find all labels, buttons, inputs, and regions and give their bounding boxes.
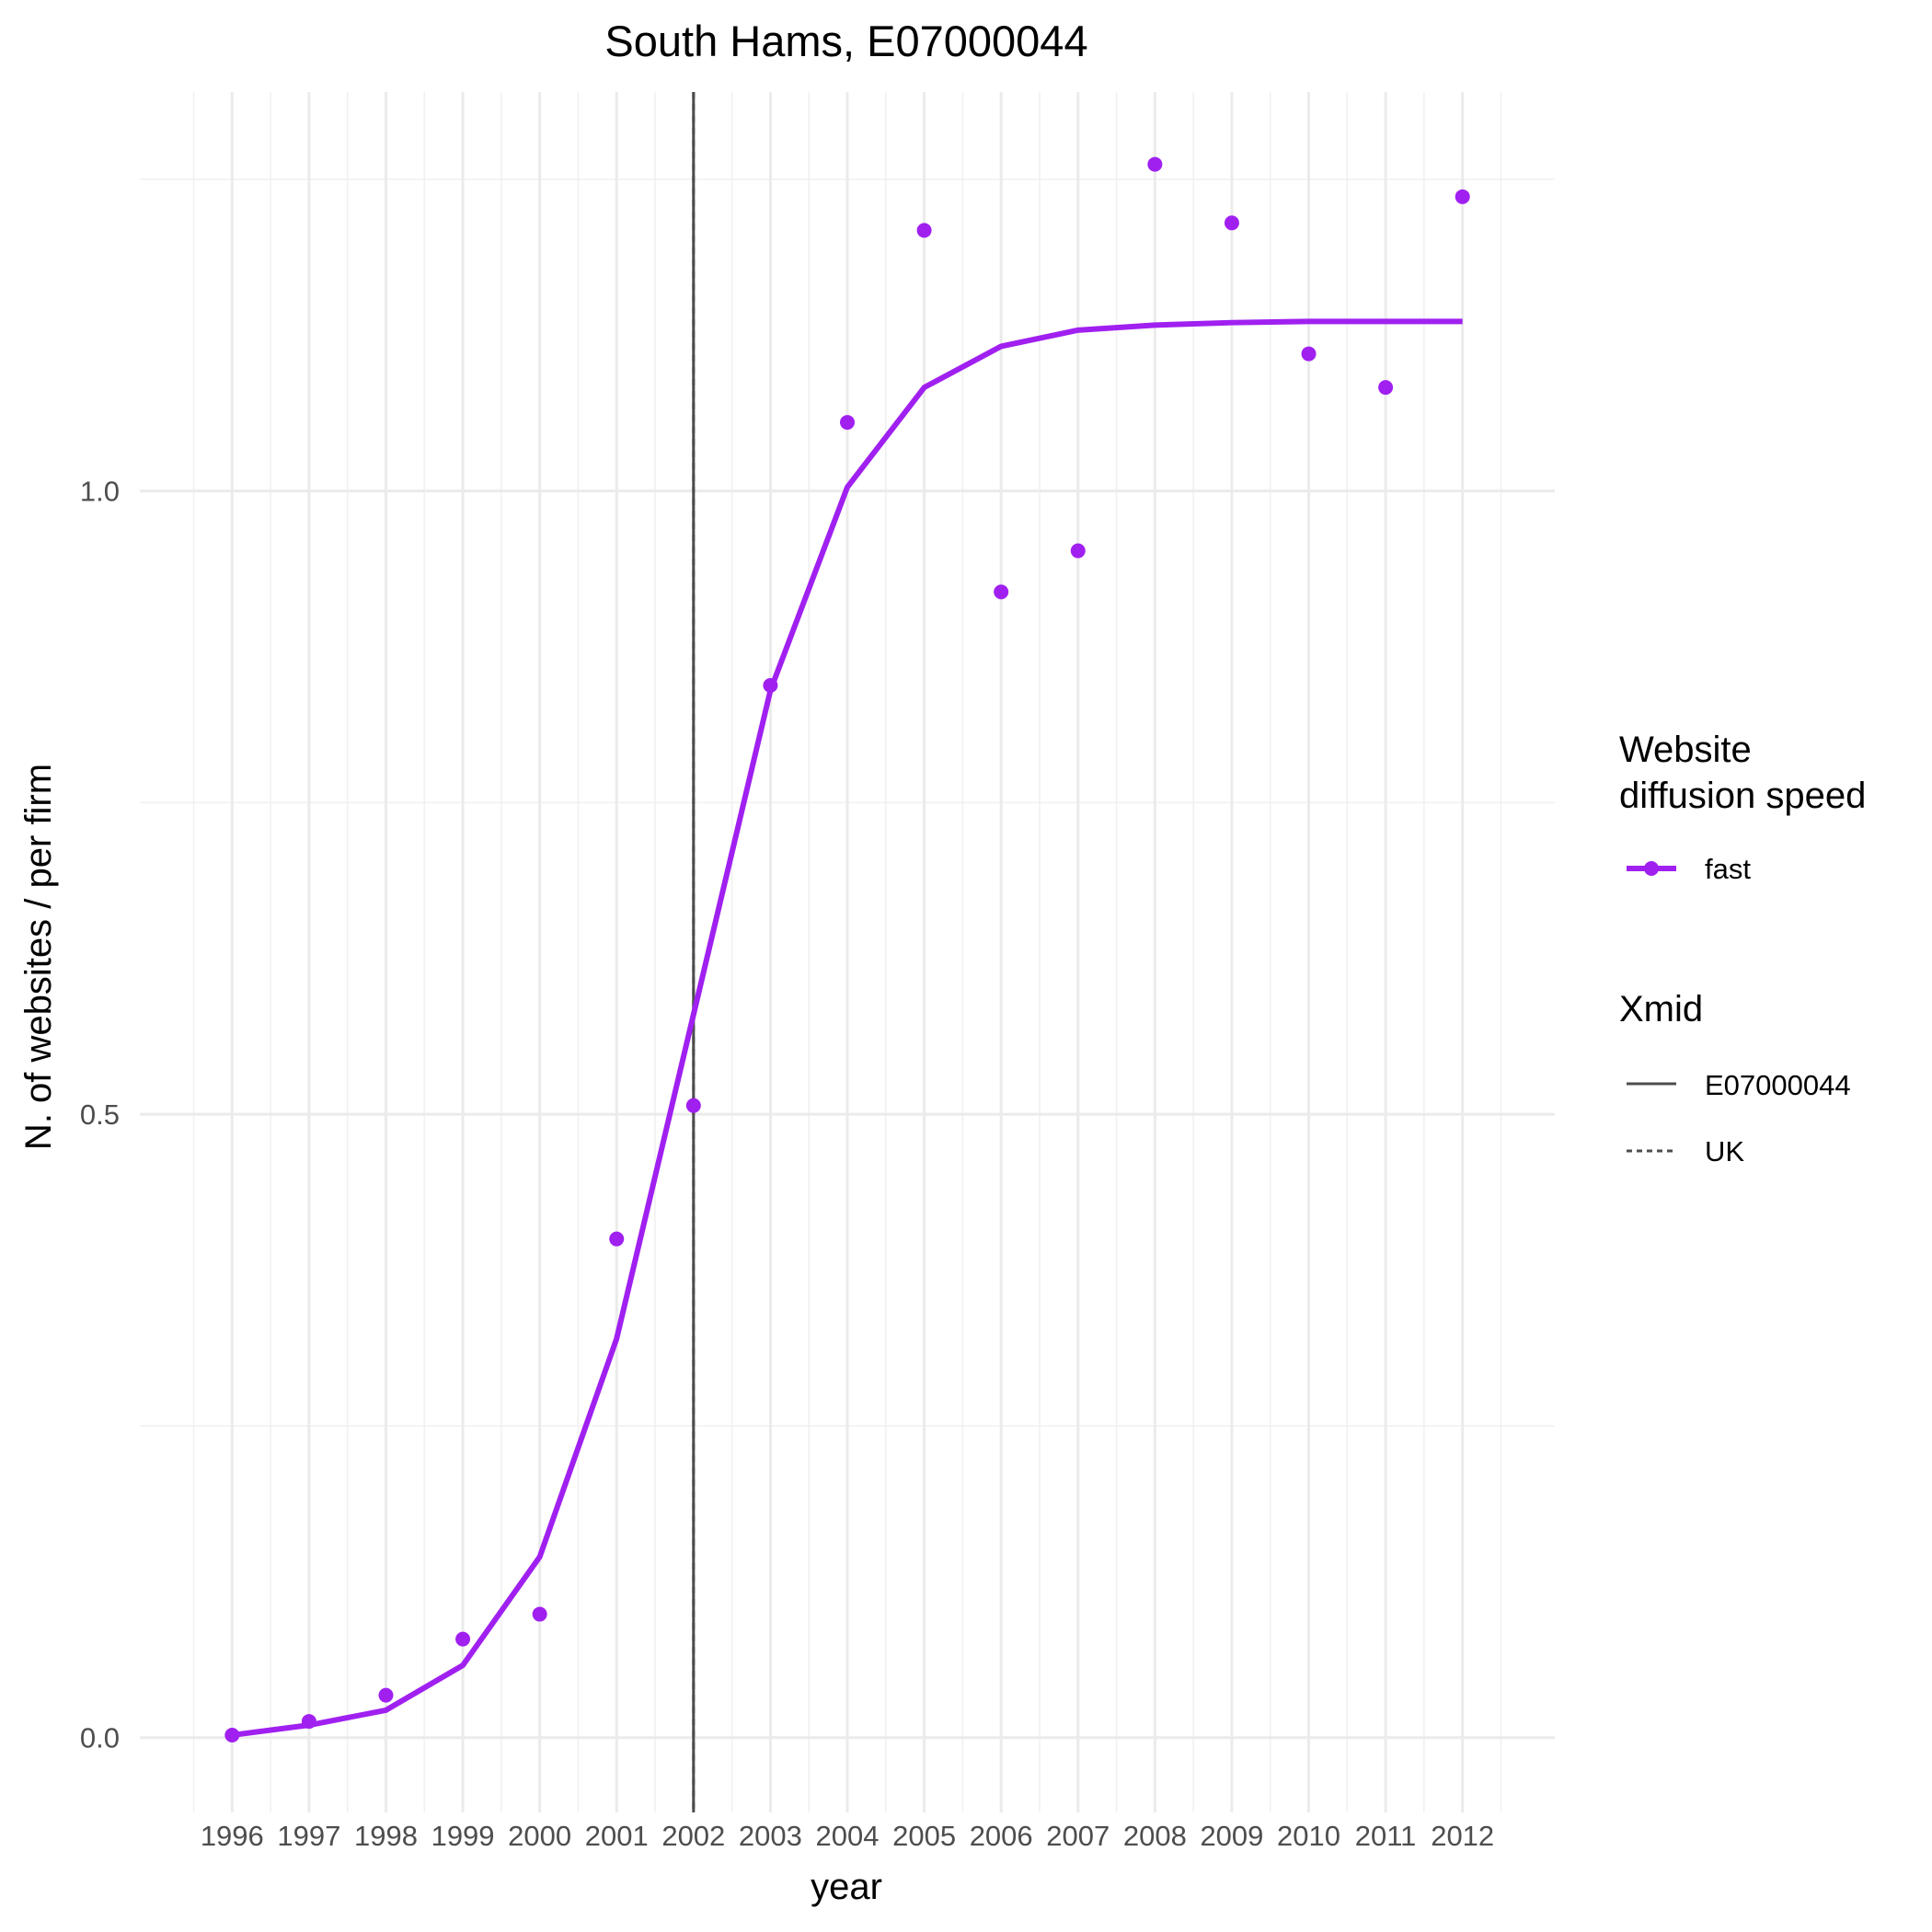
x-tick-labels: 1996 1997 1998 1999 2000 2001 2002 2003 2004 2005… <box>201 1820 1494 1852</box>
x-tick-label: 2009 <box>1200 1820 1263 1852</box>
data-point-1999 <box>455 1631 471 1647</box>
legend-title-line-2: diffusion speed <box>1619 776 1866 816</box>
data-point-2006 <box>994 584 1009 600</box>
y-tick-label: 0.0 <box>80 1722 120 1754</box>
x-tick-label: 2005 <box>892 1820 956 1852</box>
data-point-2008 <box>1147 156 1163 172</box>
legend-label-fast: fast <box>1705 853 1751 885</box>
x-tick-label: 2008 <box>1123 1820 1187 1852</box>
data-point-2003 <box>763 678 778 694</box>
x-tick-label: 2007 <box>1046 1820 1110 1852</box>
data-point-2010 <box>1301 346 1317 362</box>
legend-key-fast-point <box>1644 861 1659 876</box>
grid <box>140 92 1555 1812</box>
data-point-1997 <box>301 1714 316 1730</box>
x-axis-title: year <box>811 1867 882 1907</box>
legend-label-e07000044: E07000044 <box>1705 1069 1851 1101</box>
data-point-1998 <box>378 1687 394 1703</box>
x-tick-label: 2002 <box>661 1820 725 1852</box>
data-point-2004 <box>840 415 855 431</box>
x-tick-label: 2004 <box>816 1820 880 1852</box>
legend-diffusion-speed: Website diffusion speed fast <box>1619 730 1866 885</box>
data-point-2001 <box>609 1231 625 1247</box>
x-tick-label: 1997 <box>277 1820 340 1852</box>
x-tick-label: 2001 <box>585 1820 649 1852</box>
data-point-2012 <box>1455 189 1470 204</box>
x-tick-label: 1996 <box>201 1820 264 1852</box>
x-tick-label: 2006 <box>970 1820 1033 1852</box>
x-tick-label: 2000 <box>508 1820 571 1852</box>
x-tick-label: 2012 <box>1431 1820 1494 1852</box>
legend-xmid: Xmid E07000044 UK <box>1619 989 1851 1167</box>
y-tick-labels: 0.0 0.5 1.0 <box>80 476 120 1754</box>
x-tick-label: 1998 <box>354 1820 418 1852</box>
data-point-2002 <box>685 1098 701 1113</box>
data-point-2009 <box>1224 215 1239 231</box>
legend-label-uk: UK <box>1705 1135 1744 1167</box>
data-point-2007 <box>1070 543 1086 558</box>
series-line-fast <box>231 318 1463 1738</box>
legend-title-xmid: Xmid <box>1619 989 1703 1029</box>
data-point-2000 <box>532 1606 547 1622</box>
y-axis-title: N. of websites / per firm <box>18 764 59 1150</box>
y-tick-label: 1.0 <box>80 476 120 508</box>
x-tick-label: 2010 <box>1277 1820 1340 1852</box>
data-point-2005 <box>916 223 932 238</box>
data-point-1996 <box>224 1727 240 1742</box>
series-layer <box>224 156 1470 1742</box>
x-tick-label: 2003 <box>739 1820 802 1852</box>
data-point-2011 <box>1378 380 1394 396</box>
x-tick-label: 1999 <box>431 1820 495 1852</box>
x-tick-label: 2011 <box>1355 1820 1417 1852</box>
chart-title: South Hams, E07000044 <box>604 17 1087 65</box>
legend-title-line-1: Website <box>1619 730 1752 770</box>
y-tick-label: 0.5 <box>80 1098 120 1131</box>
